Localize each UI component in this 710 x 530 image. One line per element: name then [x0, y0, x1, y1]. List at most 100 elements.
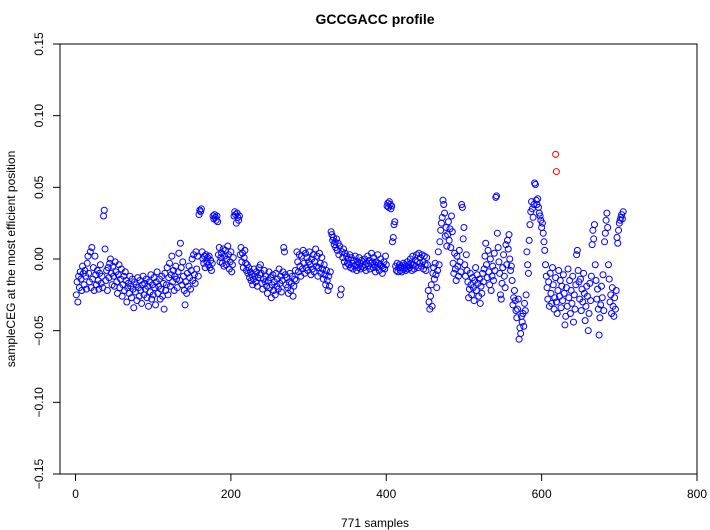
data-point [152, 301, 160, 309]
data-point [441, 209, 449, 217]
data-point [524, 261, 532, 269]
data-point [580, 269, 588, 277]
data-point [472, 287, 480, 295]
data-point [100, 206, 108, 214]
data-point [561, 321, 569, 329]
data-point [455, 246, 463, 254]
data-point [460, 223, 468, 231]
data-point [208, 259, 216, 267]
data-point [528, 205, 536, 213]
data-point [197, 208, 205, 216]
data-point [234, 213, 242, 221]
data-point [382, 261, 390, 269]
data-point [153, 268, 161, 276]
data-point [166, 259, 174, 267]
data-point [183, 289, 191, 297]
data-point [424, 287, 432, 295]
data-point [432, 271, 440, 279]
data-point [427, 292, 435, 300]
data-point [292, 277, 300, 284]
data-point [586, 279, 594, 287]
data-point [161, 269, 169, 277]
y-tick-label: −0.15 [32, 458, 46, 489]
data-point [427, 281, 435, 289]
data-point [88, 244, 96, 252]
data-point [516, 324, 524, 332]
data-point [520, 322, 528, 330]
data-point [326, 268, 334, 276]
data-point [95, 285, 103, 293]
data-point [98, 272, 106, 280]
data-point [224, 242, 232, 250]
data-point [613, 234, 621, 241]
data-point [100, 212, 107, 220]
data-point [444, 218, 452, 226]
data-point [535, 209, 543, 217]
data-point [587, 297, 595, 305]
data-point [277, 288, 285, 296]
data-point [168, 252, 176, 260]
data-point [472, 264, 480, 272]
data-point [145, 302, 153, 310]
data-point [524, 269, 532, 277]
data-point [611, 294, 619, 302]
data-point [205, 252, 213, 260]
data-point [434, 248, 442, 256]
data-point [191, 279, 199, 287]
data-point [577, 307, 585, 315]
data-point [573, 251, 581, 259]
data-point [591, 261, 599, 269]
data-point [423, 261, 431, 269]
data-point [327, 228, 335, 236]
x-tick-label: 200 [221, 487, 241, 501]
data-point [569, 318, 577, 326]
data-point [227, 248, 235, 256]
data-point [96, 261, 104, 269]
data-point [588, 241, 596, 249]
data-point [534, 195, 542, 203]
data-point [187, 285, 195, 293]
data-point [164, 291, 172, 299]
data-point [598, 294, 606, 302]
data-point [585, 309, 593, 317]
data-point [543, 284, 551, 292]
data-point [493, 229, 501, 237]
data-point [517, 330, 525, 338]
data-point [574, 266, 582, 274]
data-point [479, 269, 487, 277]
data-point [531, 180, 539, 188]
data-point [521, 307, 529, 315]
data-point [326, 282, 334, 290]
y-tick-label: 0.15 [32, 32, 46, 56]
data-point [445, 236, 453, 244]
data-point [546, 269, 554, 277]
data-point [322, 281, 330, 289]
data-point [121, 268, 129, 276]
data-point [193, 265, 201, 273]
data-point [510, 287, 518, 295]
data-point [465, 285, 473, 293]
data-point [130, 304, 138, 312]
data-point [590, 235, 598, 243]
data-point [600, 307, 608, 315]
data-point [601, 238, 609, 246]
data-point [317, 269, 325, 277]
data-point [188, 255, 196, 263]
data-point [558, 282, 566, 290]
data-point [319, 265, 327, 273]
data-point [176, 239, 184, 247]
data-point [538, 219, 546, 227]
y-tick-label: −0.05 [32, 315, 46, 346]
data-point [501, 284, 509, 292]
data-point [611, 305, 619, 313]
data-point [522, 291, 530, 299]
data-point [557, 304, 565, 312]
data-point [104, 264, 112, 272]
data-point [437, 226, 445, 234]
data-point [490, 249, 498, 257]
data-point [127, 294, 135, 302]
data-point [476, 299, 484, 307]
data-point [549, 264, 557, 272]
data-point [605, 275, 613, 283]
